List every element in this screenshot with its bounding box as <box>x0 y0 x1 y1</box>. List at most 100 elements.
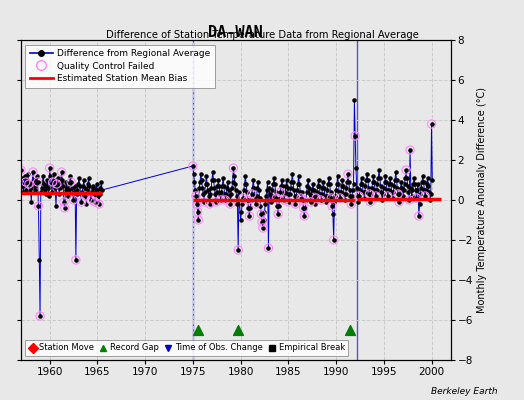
Point <box>27 199 36 205</box>
Point <box>241 181 249 187</box>
Point <box>297 195 305 201</box>
Point <box>275 195 283 201</box>
Point <box>332 187 340 193</box>
Point <box>310 193 319 199</box>
Point <box>252 201 260 207</box>
Point <box>366 199 375 205</box>
Point <box>384 193 392 199</box>
Point <box>307 199 315 205</box>
Legend: Station Move, Record Gap, Time of Obs. Change, Empirical Break: Station Move, Record Gap, Time of Obs. C… <box>25 340 348 356</box>
Point <box>293 181 302 187</box>
Point <box>362 177 370 183</box>
Point <box>229 165 237 171</box>
Point <box>299 205 308 211</box>
Point <box>287 185 295 191</box>
Point <box>283 185 292 191</box>
Point <box>221 197 230 203</box>
Point <box>390 183 398 189</box>
Point <box>339 183 347 189</box>
Point <box>376 175 384 181</box>
Point <box>92 181 101 187</box>
Point <box>265 185 274 191</box>
Point <box>408 187 417 193</box>
Point <box>407 185 415 191</box>
Point <box>232 193 241 199</box>
Point <box>388 195 397 201</box>
Point <box>318 191 326 197</box>
Point <box>366 199 375 205</box>
Point <box>292 193 300 199</box>
Point <box>277 183 286 189</box>
Point <box>52 181 61 187</box>
Point <box>38 185 46 191</box>
Point <box>347 201 355 207</box>
Point <box>411 181 419 187</box>
Point <box>224 179 232 185</box>
Point <box>414 213 423 219</box>
Text: Difference of Station Temperature Data from Regional Average: Difference of Station Temperature Data f… <box>105 30 419 40</box>
Point <box>301 205 309 211</box>
Point <box>31 187 39 193</box>
Point <box>361 183 369 189</box>
Point <box>40 181 48 187</box>
Point <box>17 175 26 181</box>
Point <box>419 173 427 179</box>
Point <box>399 187 408 193</box>
Point <box>215 183 223 189</box>
Point <box>226 201 234 207</box>
Point <box>189 171 198 177</box>
Point <box>282 177 291 183</box>
Point <box>221 191 229 197</box>
Point <box>394 191 402 197</box>
Point <box>383 187 391 193</box>
Point <box>213 183 222 189</box>
Point <box>416 191 424 197</box>
Point <box>279 191 288 197</box>
Point <box>52 203 60 209</box>
Point <box>21 179 30 185</box>
Point <box>291 201 300 207</box>
Point <box>348 187 357 193</box>
Point <box>218 183 226 189</box>
Point <box>196 171 205 177</box>
Point <box>200 199 208 205</box>
Point <box>68 185 76 191</box>
Point <box>86 191 94 197</box>
Point <box>96 185 105 191</box>
Point <box>288 171 297 177</box>
Point <box>391 177 399 183</box>
Point <box>98 187 106 193</box>
Point <box>189 163 197 169</box>
Point <box>39 173 47 179</box>
Point <box>199 191 208 197</box>
Point <box>225 193 234 199</box>
Point <box>355 193 363 199</box>
Point <box>291 201 300 207</box>
Point <box>17 167 25 173</box>
Point <box>343 179 352 185</box>
Point <box>242 181 250 187</box>
Point <box>387 181 395 187</box>
Point <box>46 173 54 179</box>
Point <box>57 169 66 175</box>
Point <box>85 183 94 189</box>
Point <box>308 187 316 193</box>
Point <box>307 193 315 199</box>
Point <box>327 195 335 201</box>
Point <box>193 201 201 207</box>
Point <box>201 181 210 187</box>
Point <box>316 191 324 197</box>
Point <box>193 209 202 215</box>
Point <box>95 191 104 197</box>
Point <box>425 197 434 203</box>
Point <box>353 185 361 191</box>
Point <box>280 197 289 203</box>
Point <box>271 189 280 195</box>
Point <box>363 171 372 177</box>
Point <box>46 165 54 171</box>
Point <box>379 185 388 191</box>
Point <box>66 181 74 187</box>
Point <box>217 189 226 195</box>
Point <box>91 199 99 205</box>
Point <box>286 191 294 197</box>
